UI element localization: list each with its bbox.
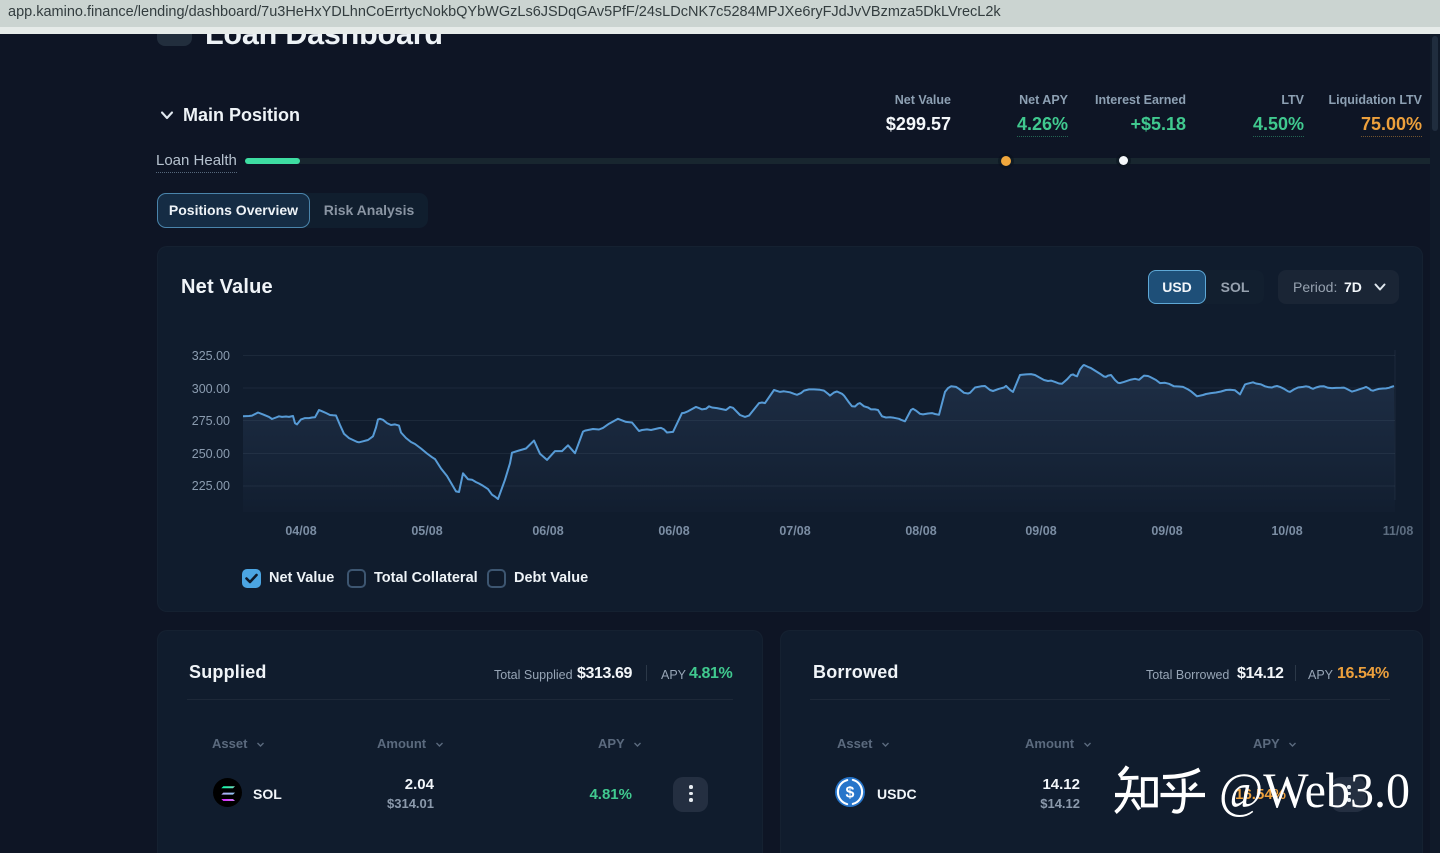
svg-text:$: $ bbox=[846, 785, 855, 802]
